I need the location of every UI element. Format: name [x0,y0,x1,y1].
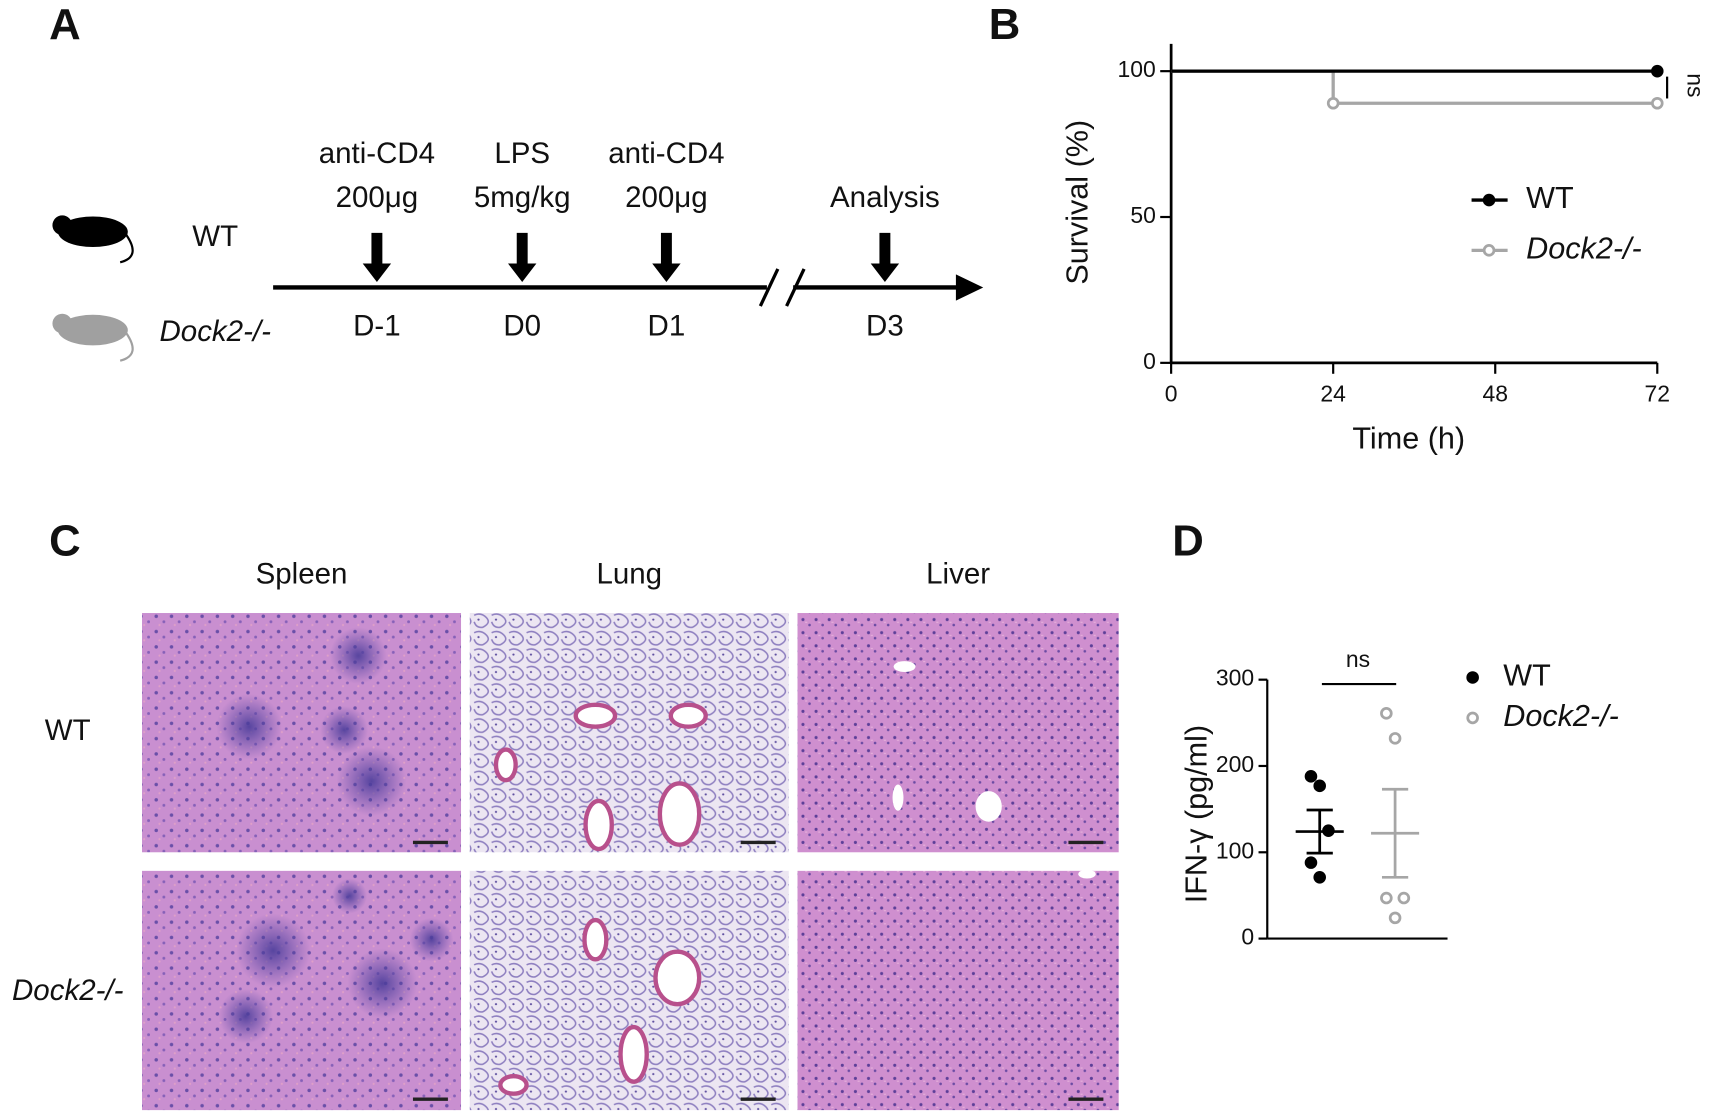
row-label: WT [45,714,91,747]
follicles [216,627,454,1044]
panel-letter: C [49,517,81,566]
sem-bar [1381,787,1409,879]
panel-letter: B [989,0,1021,49]
marker [1326,96,1340,110]
legend-label: WT [1503,659,1551,693]
event-label: Analysis [830,181,940,214]
y-axis-label: Survival (%) [1060,120,1094,285]
y-tick-label: 50 [1130,202,1156,228]
histology-image [142,613,462,853]
x-tick-label: 0 [1165,381,1178,407]
marker [1304,770,1318,783]
y-tick-label: 0 [1241,924,1254,950]
column-label: Spleen [256,558,348,591]
legend-label: WT [1526,181,1574,215]
sem-bar [1306,808,1333,855]
event-label: 200μg [625,181,708,214]
day-label: D1 [648,310,686,343]
x-tick-label: 48 [1482,381,1508,407]
panel-letter: D [1172,517,1204,566]
panel-a: A WT Dock2-/- anti-CD4 200μg D-1 LPS 5mg/kg D… [49,0,984,362]
day-label: D-1 [353,310,401,343]
event-label: 200μg [336,181,419,214]
marker [1304,856,1318,869]
event-label: 5mg/kg [474,181,571,214]
marker [1651,96,1664,110]
annotation: ns [1682,73,1708,97]
histology-image [469,613,789,853]
panel-c: C Spleen Lung Liver WT Dock2-/- [12,517,1119,1111]
marker [1313,779,1326,793]
group-label: WT [192,220,238,253]
legend-label: Dock2-/- [1503,699,1619,733]
group-label: Dock2-/- [160,315,272,348]
event-label: anti-CD4 [608,137,724,170]
y-axis-label: IFN-γ (pg/ml) [1180,725,1214,903]
marker [1651,64,1664,78]
arrow-head [955,274,984,301]
day-label: D3 [866,310,904,343]
column-label: Liver [926,558,990,591]
event-arrow [870,232,900,283]
event-label: LPS [494,137,550,170]
marker [1388,911,1402,925]
y-tick-label: 0 [1143,348,1156,374]
marker [1397,891,1411,905]
marker [1313,871,1326,884]
event-label: anti-CD4 [319,137,435,170]
airways [493,702,708,1096]
row-label: Dock2-/- [12,974,124,1007]
legend-marker [1482,244,1496,257]
legend-marker [1466,671,1479,684]
panel-letter: A [49,0,81,49]
event-arrow [362,232,392,283]
panel-b: B 0 50 100 0 24 48 72 Time (h) Survival (%) Dock2… [989,0,1709,455]
y-tick-label: 100 [1216,837,1254,863]
legend-marker [1466,711,1479,725]
axis-break [766,273,794,302]
histology-image [797,613,1119,853]
y-tick-label: 100 [1118,56,1156,82]
scale-bars [412,840,1104,1101]
marker [1380,891,1393,905]
mouse-icon [52,313,134,362]
legend-marker [1482,193,1496,207]
axis-break [758,268,806,307]
x-tick-label: 24 [1320,381,1346,407]
marker [1388,732,1402,745]
y-tick-label: 300 [1216,665,1254,691]
x-tick-label: 72 [1645,381,1671,407]
survival-line [1171,69,1658,105]
column-label: Lung [596,558,662,591]
annotation: ns [1346,646,1370,672]
legend-label: Dock2-/- [1526,231,1642,265]
histology-image [797,870,1119,1111]
mouse-icon [52,215,134,264]
event-arrow [508,232,537,283]
vessels [892,661,1096,879]
x-axis-label: Time (h) [1352,421,1465,455]
panel-d: D 0 100 200 300 IFN-γ (pg/ml) WT Dock2-/- ns [1172,517,1619,950]
marker [1380,707,1393,720]
event-arrow [652,232,681,283]
day-label: D0 [503,310,541,343]
y-tick-label: 200 [1216,751,1254,777]
